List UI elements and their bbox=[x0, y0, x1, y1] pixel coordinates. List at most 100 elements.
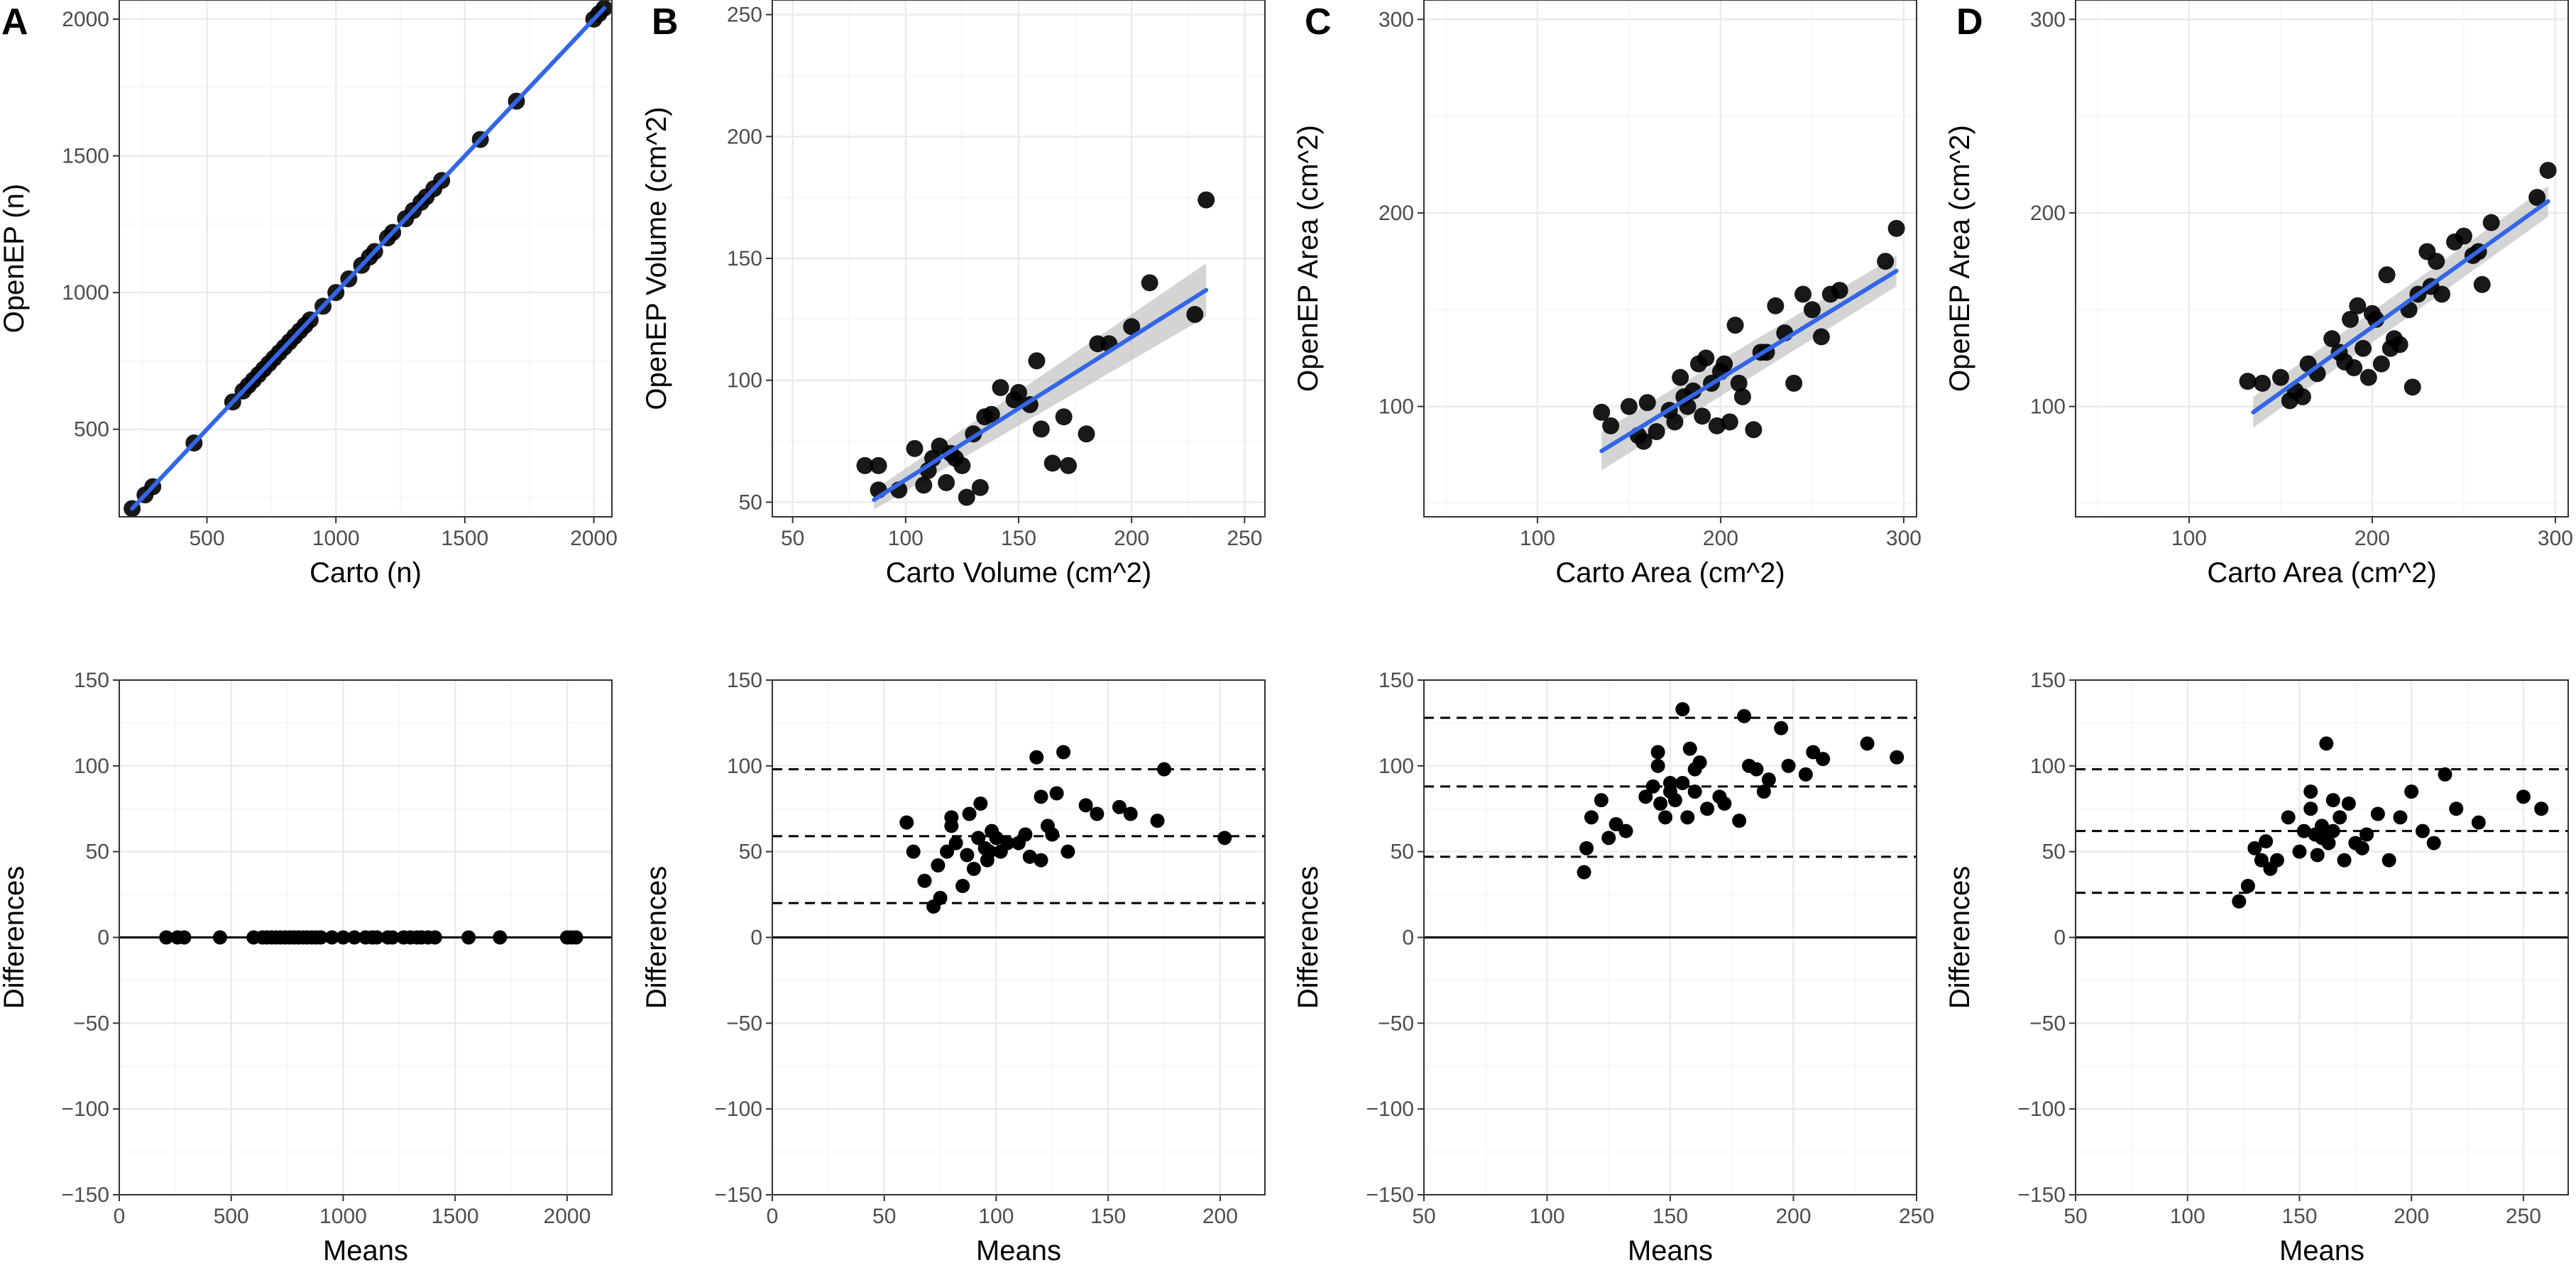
data-point bbox=[2404, 784, 2419, 799]
data-point bbox=[385, 930, 400, 945]
data-point bbox=[2325, 793, 2340, 808]
data-point bbox=[982, 844, 997, 859]
data-point bbox=[1055, 408, 1073, 426]
data-point bbox=[1650, 745, 1665, 760]
data-point bbox=[962, 806, 977, 821]
data-point bbox=[1584, 810, 1599, 825]
data-point bbox=[2359, 827, 2374, 842]
x-tick-label: 1000 bbox=[319, 1205, 367, 1228]
y-tick-label: −50 bbox=[73, 1012, 109, 1035]
x-tick-label: 50 bbox=[781, 527, 804, 550]
y-tick-label: −100 bbox=[714, 1097, 762, 1121]
data-point bbox=[1123, 318, 1141, 336]
x-tick-label: 150 bbox=[2281, 1205, 2317, 1228]
y-tick-label: 100 bbox=[727, 755, 762, 778]
data-point bbox=[1680, 810, 1695, 825]
y-axis-title: Differences bbox=[0, 866, 30, 1009]
data-point bbox=[2516, 789, 2531, 804]
data-point bbox=[1186, 305, 1204, 323]
data-point bbox=[1658, 810, 1673, 825]
y-tick-label: 200 bbox=[2030, 202, 2066, 225]
x-tick-label: 150 bbox=[1001, 527, 1036, 550]
chart-panel-c-bland-altman: 50 100 150 200 250 −150 −100 −50 0 50 100 150 Means D… bbox=[1293, 669, 1934, 1266]
x-tick-label: 200 bbox=[1114, 527, 1149, 550]
data-point bbox=[2539, 161, 2557, 179]
data-point bbox=[1756, 784, 1771, 799]
data-point bbox=[1666, 413, 1684, 431]
data-point bbox=[1217, 831, 1232, 845]
panel-border bbox=[1423, 679, 1917, 1195]
data-point bbox=[2382, 853, 2396, 867]
y-tick-label: −150 bbox=[714, 1183, 762, 1207]
data-point bbox=[2391, 336, 2408, 354]
data-point bbox=[1653, 797, 1668, 811]
x-tick-label: 200 bbox=[1703, 527, 1738, 550]
data-point bbox=[1692, 755, 1707, 770]
y-axis-title: OpenEP (n) bbox=[0, 184, 30, 334]
y-tick-label: −50 bbox=[1378, 1012, 1414, 1035]
panel-letter-b: B bbox=[652, 1, 679, 43]
y-tick-label: −150 bbox=[1366, 1183, 1414, 1207]
data-point bbox=[369, 930, 384, 945]
data-point bbox=[2341, 310, 2359, 328]
panel-border bbox=[1423, 0, 1917, 518]
x-axis-title: Carto Area (cm^2) bbox=[1555, 557, 1785, 589]
data-point bbox=[906, 844, 921, 859]
data-point bbox=[1060, 844, 1075, 859]
data-point bbox=[159, 930, 174, 945]
data-point bbox=[2378, 266, 2396, 284]
data-point bbox=[992, 379, 1009, 396]
y-tick-label: 50 bbox=[86, 841, 109, 864]
y-tick-label: 300 bbox=[1379, 8, 1414, 31]
data-point bbox=[2359, 368, 2377, 386]
data-point bbox=[1675, 702, 1690, 717]
data-point bbox=[1716, 355, 1733, 373]
x-tick-label: 0 bbox=[767, 1205, 779, 1228]
data-point bbox=[1774, 721, 1789, 735]
data-point bbox=[1197, 191, 1215, 209]
y-tick-label: 1000 bbox=[62, 281, 109, 305]
data-point bbox=[960, 848, 975, 863]
data-point bbox=[1618, 823, 1633, 838]
y-tick-label: 0 bbox=[1402, 926, 1414, 950]
data-point bbox=[1028, 352, 1046, 370]
x-tick-label: 50 bbox=[872, 1205, 896, 1228]
data-point bbox=[989, 831, 1004, 845]
data-point bbox=[1029, 750, 1044, 765]
panel-letter-a: A bbox=[1, 1, 28, 43]
y-tick-label: 200 bbox=[727, 125, 762, 148]
data-point bbox=[1745, 421, 1763, 439]
data-point bbox=[1717, 797, 1732, 811]
y-tick-label: 0 bbox=[750, 926, 762, 950]
data-point bbox=[1045, 827, 1060, 842]
chart-panel-a-bland-altman: 0 500 1000 1500 2000 −150 −100 −50 0 50 100 150 Mean… bbox=[0, 669, 613, 1266]
data-point bbox=[1593, 403, 1611, 421]
y-axis-title: OpenEP Area (cm^2) bbox=[1293, 125, 1324, 392]
data-point bbox=[1112, 799, 1127, 814]
data-point bbox=[177, 930, 192, 945]
data-point bbox=[1732, 814, 1747, 828]
data-point bbox=[2404, 378, 2421, 396]
data-point bbox=[906, 439, 923, 457]
data-point bbox=[2303, 801, 2318, 816]
x-tick-label: 200 bbox=[2394, 1205, 2429, 1228]
data-point bbox=[1635, 432, 1653, 450]
x-tick-label: 200 bbox=[1202, 1205, 1238, 1228]
data-point bbox=[2325, 823, 2340, 838]
data-point bbox=[1733, 388, 1751, 405]
x-tick-label: 200 bbox=[2355, 527, 2390, 550]
data-point bbox=[1018, 827, 1033, 842]
panel-letter-c: C bbox=[1305, 1, 1332, 43]
y-axis-title: OpenEP Area (cm^2) bbox=[1944, 125, 1975, 392]
data-point bbox=[2393, 810, 2408, 825]
data-point bbox=[2240, 879, 2255, 893]
data-point bbox=[1032, 420, 1050, 438]
data-point bbox=[2372, 355, 2390, 373]
data-point bbox=[915, 476, 933, 494]
data-point bbox=[1594, 793, 1608, 808]
data-point bbox=[899, 815, 914, 830]
data-point bbox=[1010, 383, 1027, 401]
data-point bbox=[1806, 745, 1821, 760]
data-point bbox=[1060, 456, 1078, 474]
data-point bbox=[2269, 853, 2284, 867]
